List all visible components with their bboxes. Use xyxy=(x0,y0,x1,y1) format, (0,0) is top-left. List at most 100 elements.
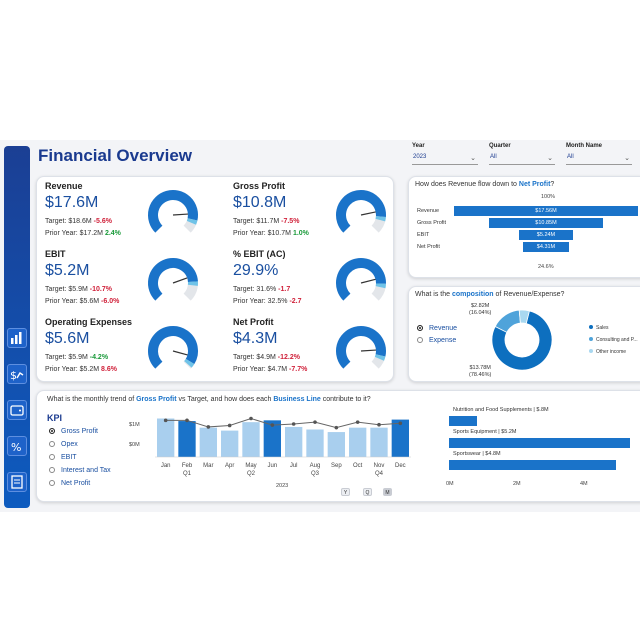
legend-swatch xyxy=(589,349,593,353)
month-tick-label: Aug xyxy=(310,463,321,469)
legend-entry: Consulting and P... xyxy=(589,337,638,343)
kpi-name: Revenue xyxy=(45,181,83,191)
funnel-bar[interactable]: $4.31M xyxy=(523,242,569,252)
donut-slice[interactable] xyxy=(518,309,530,325)
kpi-value: $4.3M xyxy=(233,330,278,347)
trend-bar[interactable] xyxy=(327,432,345,457)
trend-bar[interactable] xyxy=(306,429,324,458)
kpi-target-line: Target: 31.6% -1.7 xyxy=(233,286,291,293)
donut-chart xyxy=(491,309,553,371)
kpi-card: Revenue $17.6M Target: $18.6M -5.6% Prio… xyxy=(36,176,394,382)
radio-revenue[interactable]: Revenue xyxy=(417,325,457,332)
kpi-option-radio[interactable]: Opex xyxy=(49,441,78,448)
trend-bar[interactable] xyxy=(178,421,196,457)
gauge-fill xyxy=(148,190,198,233)
drill-quarter-button[interactable]: Q xyxy=(363,488,372,496)
radio-label: Net Profit xyxy=(61,480,91,487)
nav-revenue-button[interactable]: $ xyxy=(7,364,27,384)
trend-bar[interactable] xyxy=(242,422,260,457)
quarter-tick-label: Q4 xyxy=(375,471,384,477)
legend-label: Sales xyxy=(596,325,609,331)
target-point[interactable] xyxy=(185,418,189,423)
nav-overview-button[interactable] xyxy=(7,328,27,348)
funnel-bottom-pct: 24.6% xyxy=(538,264,554,270)
trend-bar[interactable] xyxy=(263,420,281,457)
prior-delta: -2.7 xyxy=(289,298,302,305)
funnel-bar[interactable]: $5.24M xyxy=(518,230,574,240)
gauge-fill xyxy=(148,258,198,301)
slicer-label: Quarter xyxy=(489,143,511,149)
target-point[interactable] xyxy=(249,416,253,421)
business-line-bar[interactable] xyxy=(449,416,477,426)
gauge-chart xyxy=(336,190,386,233)
legend-label: Consulting and P... xyxy=(596,337,638,343)
quarter-slicer[interactable]: Quarter All ⌄ xyxy=(489,143,555,165)
percent-icon: % xyxy=(11,441,21,454)
year-dropdown[interactable]: 2023 ⌄ xyxy=(412,154,478,165)
target-point[interactable] xyxy=(163,418,168,423)
kpi-prior-line: Prior Year: $5.2M 8.6% xyxy=(45,366,118,373)
legend-entry: Other income xyxy=(589,349,626,355)
kpi-target-line: Target: $11.7M -7.5% xyxy=(233,218,300,225)
nav-percent-button[interactable]: % xyxy=(7,436,27,456)
target-point[interactable] xyxy=(398,421,403,426)
month-tick-label: Feb xyxy=(182,463,193,469)
drill-year-button[interactable]: Y xyxy=(341,488,350,496)
nav-wallet-button[interactable] xyxy=(7,400,27,420)
trend-bar[interactable] xyxy=(285,426,303,457)
prior-delta: 1.0% xyxy=(292,230,309,237)
gauge-fill xyxy=(336,326,386,369)
target-point[interactable] xyxy=(206,425,211,429)
page-title: Financial Overview xyxy=(38,146,193,165)
kpi-option-radio[interactable]: Gross Profit xyxy=(49,428,98,435)
business-line-bar[interactable] xyxy=(449,438,631,448)
kpi-block: Revenue $17.6M Target: $18.6M -5.6% Prio… xyxy=(45,181,225,249)
target-point[interactable] xyxy=(355,420,360,424)
trend-bar[interactable] xyxy=(391,419,409,457)
trend-chart: Jan Feb Mar Apr May Jun Jul Aug Sep Oct Nov Dec Q1 Q2… xyxy=(155,416,411,477)
trend-bar[interactable] xyxy=(157,418,175,458)
kpi-name: EBIT xyxy=(45,249,66,259)
target-line xyxy=(165,417,401,429)
legend-swatch xyxy=(589,325,593,329)
target-point[interactable] xyxy=(270,423,275,427)
kpi-value: $5.2M xyxy=(45,262,90,279)
kpi-value: $5.6M xyxy=(45,330,90,347)
month-tick-label: Oct xyxy=(353,463,363,469)
target-point[interactable] xyxy=(334,425,339,430)
target-point[interactable] xyxy=(291,422,296,426)
funnel-bar[interactable]: $10.85M xyxy=(489,218,603,228)
business-line-bar[interactable] xyxy=(449,460,617,470)
kpi-prior-line: Prior Year: $5.6M -6.0% xyxy=(45,298,120,305)
kpi-option-radio[interactable]: Interest and Tax xyxy=(49,467,111,474)
kpi-prior-line: Prior Year: $17.2M 2.4% xyxy=(45,230,121,237)
trend-bar[interactable] xyxy=(370,427,388,457)
month-dropdown[interactable]: All ⌄ xyxy=(566,154,632,165)
gauge-marker xyxy=(375,216,386,222)
trend-bar[interactable] xyxy=(349,427,367,457)
year-slicer[interactable]: Year 2023 ⌄ xyxy=(412,143,478,165)
kpi-name: % EBIT (AC) xyxy=(233,249,286,259)
target-point[interactable] xyxy=(377,422,381,427)
kpi-name: Operating Expenses xyxy=(45,317,133,327)
donut-slice[interactable] xyxy=(491,310,553,371)
kpi-prior-line: Prior Year: $10.7M 1.0% xyxy=(233,230,309,237)
trend-bar[interactable] xyxy=(199,427,217,457)
radio-label: EBIT xyxy=(61,454,77,461)
target-point[interactable] xyxy=(313,420,317,424)
drill-month-button[interactable]: M xyxy=(383,488,392,496)
x-tick-label: 2M xyxy=(513,481,521,487)
funnel-category-label: EBIT xyxy=(417,232,430,238)
target-point[interactable] xyxy=(227,423,232,428)
radio-expense[interactable]: Expense xyxy=(417,337,456,344)
funnel-bar[interactable]: $17.56M xyxy=(454,206,638,216)
nav-ledger-button[interactable] xyxy=(7,472,27,492)
trend-bar[interactable] xyxy=(221,430,239,457)
radio-label: Interest and Tax xyxy=(61,467,111,474)
legend-entry: Sales xyxy=(589,325,609,331)
quarter-dropdown[interactable]: All ⌄ xyxy=(489,154,555,165)
kpi-option-radio[interactable]: Net Profit xyxy=(49,480,90,487)
kpi-prior-line: Prior Year: $4.7M -7.7% xyxy=(233,366,308,373)
kpi-option-radio[interactable]: EBIT xyxy=(49,454,77,461)
month-slicer[interactable]: Month Name All ⌄ xyxy=(566,143,632,165)
